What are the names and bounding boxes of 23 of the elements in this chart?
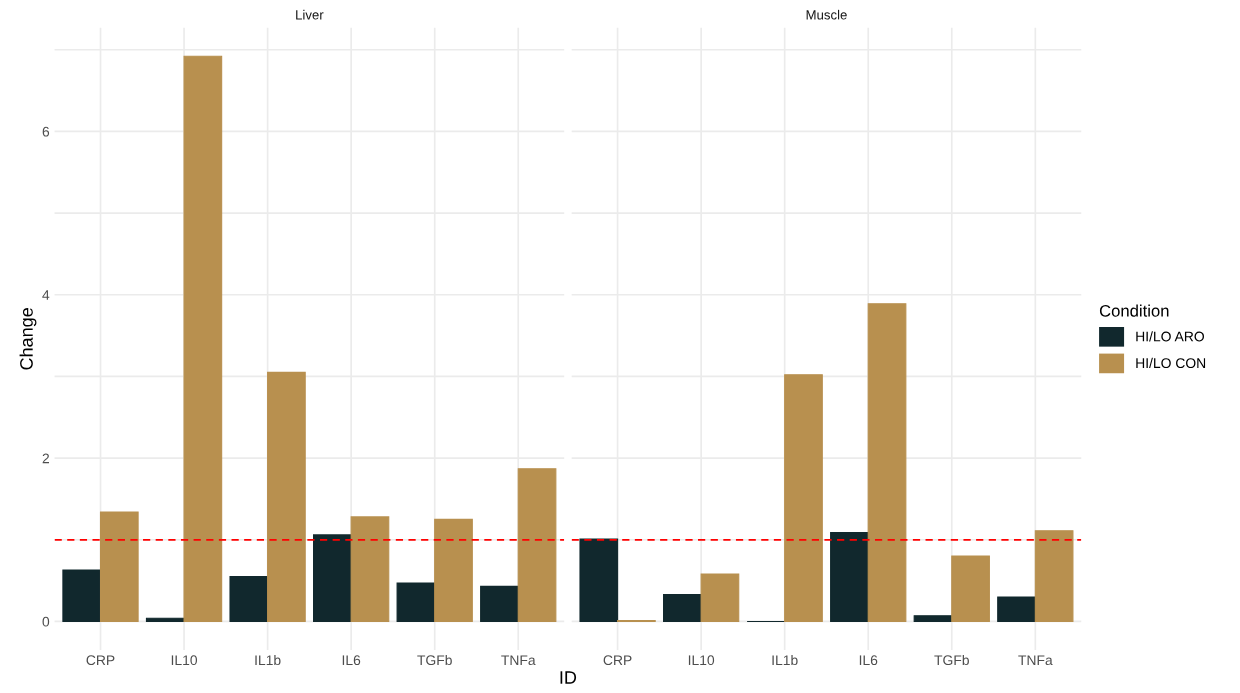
legend-title: Condition [1099, 304, 1169, 317]
x-axis-title: ID [560, 671, 577, 684]
x-tick-label: TNFa [1018, 655, 1053, 666]
y-axis-title: Change [19, 308, 37, 370]
y-tick-label: 2 [42, 453, 49, 464]
chart-title: Muscle [806, 9, 847, 20]
x-tick-label: IL1b [772, 654, 798, 666]
chart-title: Liver [296, 9, 324, 20]
x-tick-label: CRP [603, 655, 632, 666]
y-tick-label: 0 [42, 616, 50, 627]
y-tick-label: 4 [42, 290, 50, 300]
x-tick-label: IL10 [171, 655, 198, 666]
x-tick-label: IL10 [688, 655, 715, 666]
legend-label: HI/LO ARO [1136, 331, 1204, 342]
x-tick-label: IL6 [859, 655, 878, 666]
x-tick-label: TGFb [934, 654, 969, 666]
x-tick-label: TGFb [417, 654, 452, 666]
x-tick-label: IL6 [342, 655, 361, 666]
legend-label: HI/LO CON [1136, 357, 1206, 369]
x-tick-label: TNFa [501, 655, 536, 666]
x-tick-label: IL1b [255, 654, 281, 666]
y-tick-label: 6 [42, 126, 50, 137]
x-tick-label: CRP [86, 655, 115, 666]
